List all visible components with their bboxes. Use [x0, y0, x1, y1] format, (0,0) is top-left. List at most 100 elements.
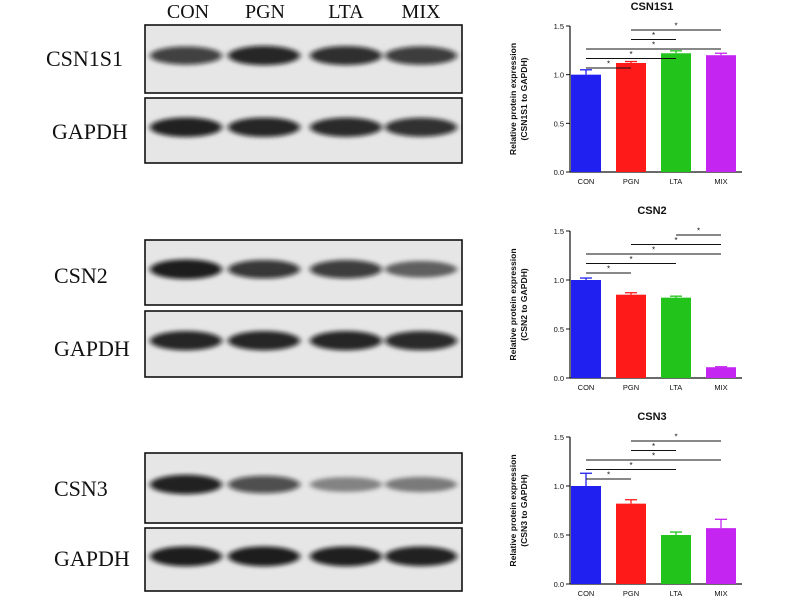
x-tick-label: LTA — [670, 177, 683, 186]
significance-mark: * — [652, 246, 655, 255]
significance-bracket: * — [631, 442, 676, 451]
significance-mark: * — [674, 22, 677, 31]
error-bar — [670, 50, 682, 54]
blot-band — [150, 117, 222, 138]
y-tick-label: 0.5 — [554, 119, 564, 128]
blot-label-gapdh-1: GAPDH — [52, 119, 128, 144]
blot-panel — [144, 24, 463, 94]
significance-bracket: * — [586, 50, 676, 59]
blot-band — [228, 546, 300, 567]
blot-band — [228, 331, 300, 351]
blot-band — [150, 474, 222, 495]
error-bar — [625, 292, 637, 295]
error-bar — [580, 69, 592, 75]
error-bar — [580, 277, 592, 280]
chart-title: CSN3 — [637, 411, 666, 423]
lane-header-con: CON — [167, 1, 209, 23]
error-bar — [625, 60, 637, 63]
chart-title: CSN2 — [637, 205, 666, 217]
blot-band — [310, 117, 382, 137]
blot-panel — [144, 310, 463, 378]
error-bar — [715, 518, 727, 529]
blot-band — [150, 331, 222, 351]
y-axis-label: (CSN2 to GAPDH) — [519, 268, 529, 341]
x-tick-label: PGN — [623, 177, 639, 186]
blot-label-gapdh-3: GAPDH — [54, 546, 130, 571]
blot-band — [228, 475, 300, 494]
blot-band — [150, 259, 222, 280]
blot-band — [385, 117, 457, 137]
bar-lta — [661, 297, 691, 378]
x-tick-label: CON — [578, 383, 595, 392]
significance-mark: * — [629, 461, 632, 470]
y-tick-label: 1.0 — [554, 71, 564, 80]
significance-mark: * — [674, 433, 677, 442]
blot-band — [310, 331, 382, 351]
blot-band — [385, 546, 457, 567]
significance-mark: * — [697, 227, 700, 236]
blot-band — [228, 45, 300, 66]
significance-bracket: * — [631, 22, 721, 31]
significance-bracket: * — [586, 246, 721, 255]
significance-bracket: * — [586, 41, 721, 50]
y-axis-label: Relative protein expression — [508, 43, 518, 155]
lane-headers: CON PGN LTA MIX — [167, 1, 441, 23]
bar-chart-csn2: CSN2 Relative protein expression (CSN2 to … — [508, 205, 742, 392]
blot-band — [310, 477, 382, 492]
error-bar — [670, 295, 682, 298]
bar-con — [571, 486, 601, 584]
y-tick-label: 0.0 — [554, 580, 564, 589]
blot-row-labels: CSN1S1 GAPDH CSN2 GAPDH CSN3 GAPDH — [46, 46, 130, 571]
significance-bracket: * — [631, 31, 676, 40]
y-tick-label: 1.0 — [554, 482, 564, 491]
blot-panel — [144, 452, 463, 524]
bar-lta — [661, 53, 691, 172]
blot-band — [150, 46, 222, 65]
bar-chart-csn3: CSN3 Relative protein expression (CSN3 to … — [508, 411, 742, 598]
y-tick-label: 1.5 — [554, 227, 564, 236]
y-axis-label: Relative protein expression — [508, 454, 518, 566]
bar-mix — [706, 55, 736, 173]
x-tick-label: LTA — [670, 383, 683, 392]
significance-mark: * — [652, 452, 655, 461]
significance-bracket: * — [586, 452, 721, 461]
x-tick-label: LTA — [670, 589, 683, 598]
significance-mark: * — [652, 442, 655, 451]
error-bar — [670, 531, 682, 535]
significance-mark: * — [652, 41, 655, 50]
blot-label-csn1s1: CSN1S1 — [46, 46, 123, 71]
blot-band — [385, 46, 457, 65]
y-tick-label: 0.0 — [554, 168, 564, 177]
blot-band — [385, 331, 457, 351]
lane-header-pgn: PGN — [245, 1, 285, 23]
bar-con — [571, 74, 601, 172]
error-bar — [715, 52, 727, 56]
significance-mark: * — [607, 60, 610, 69]
y-axis-label: (CSN1S1 to GAPDH) — [519, 57, 529, 140]
y-axis-label: (CSN3 to GAPDH) — [519, 474, 529, 547]
y-tick-label: 0.0 — [554, 374, 564, 383]
blot-label-gapdh-2: GAPDH — [54, 336, 130, 361]
x-tick-label: CON — [578, 177, 595, 186]
significance-bracket: * — [631, 433, 721, 442]
lane-header-mix: MIX — [402, 1, 441, 23]
blot-band — [385, 476, 457, 493]
y-tick-label: 0.5 — [554, 325, 564, 334]
y-tick-label: 1.0 — [554, 276, 564, 285]
x-tick-label: PGN — [623, 589, 639, 598]
blot-band — [310, 546, 382, 567]
significance-mark: * — [629, 255, 632, 264]
lane-header-lta: LTA — [328, 1, 364, 23]
significance-bracket: * — [586, 461, 676, 470]
blot-panel — [144, 527, 463, 592]
bar-chart-csn1s1: CSN1S1 Relative protein expression (CSN1S1… — [508, 1, 742, 186]
blot-band — [228, 259, 300, 279]
x-tick-label: CON — [578, 589, 595, 598]
significance-mark: * — [629, 50, 632, 59]
y-tick-label: 1.5 — [554, 22, 564, 31]
y-axis-label: Relative protein expression — [508, 248, 518, 360]
blot-band — [310, 46, 382, 66]
blot-band — [228, 117, 300, 137]
